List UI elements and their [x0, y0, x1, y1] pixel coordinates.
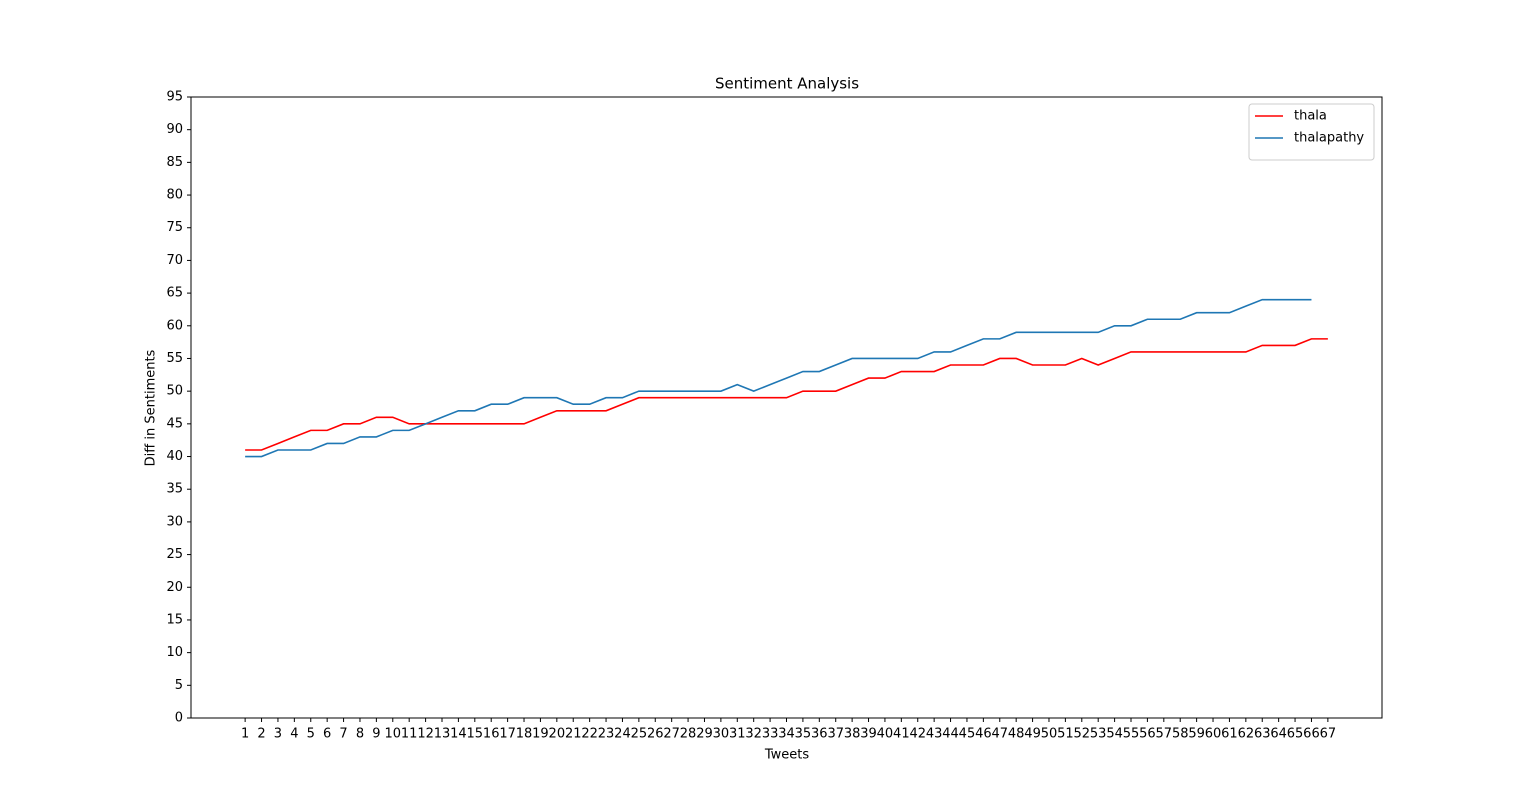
x-tick-label: 23	[598, 727, 615, 742]
x-tick-label: 17	[499, 727, 516, 742]
x-tick-label: 26	[647, 727, 664, 742]
x-tick-label: 3	[274, 727, 282, 742]
legend: thala thalapathy	[1248, 103, 1375, 161]
x-tick-label: 5	[307, 727, 315, 742]
x-tick-label: 48	[1008, 727, 1025, 742]
x-tick-label: 64	[1270, 727, 1287, 742]
y-tick-label: 10	[166, 645, 183, 660]
x-tick-label: 8	[356, 727, 364, 742]
legend-label: thalapathy	[1294, 131, 1364, 146]
x-tick-label: 28	[680, 727, 697, 742]
legend-label: thala	[1294, 109, 1327, 124]
legend-box	[1248, 103, 1375, 161]
y-tick-label: 65	[166, 286, 183, 301]
x-tick-label: 1	[241, 727, 249, 742]
y-tick-label: 35	[166, 482, 183, 497]
x-tick-label: 61	[1221, 727, 1238, 742]
y-tick-label: 80	[166, 188, 183, 203]
y-tick-label: 75	[166, 220, 183, 235]
x-tick-label: 29	[696, 727, 713, 742]
line-series	[245, 338, 1328, 451]
y-tick-label: 40	[166, 449, 183, 464]
x-tick-label: 24	[614, 727, 631, 742]
x-tick-label: 63	[1254, 727, 1271, 742]
x-tick-label: 44	[942, 727, 959, 742]
x-tick-label: 50	[1041, 727, 1058, 742]
x-tick-label: 33	[762, 727, 779, 742]
x-tick-label: 60	[1205, 727, 1222, 742]
x-tick-label: 9	[372, 727, 380, 742]
x-tick-label: 67	[1320, 727, 1337, 742]
x-tick-label: 58	[1172, 727, 1189, 742]
x-tick-label: 39	[860, 727, 877, 742]
x-tick-label: 37	[827, 727, 844, 742]
x-tick-label: 59	[1188, 727, 1205, 742]
y-tick-label: 15	[166, 612, 183, 627]
y-tick-label: 50	[166, 384, 183, 399]
x-tick-label: 16	[483, 727, 500, 742]
x-tick-label: 25	[631, 727, 648, 742]
y-tick-label: 85	[166, 155, 183, 170]
y-tick-label: 30	[166, 514, 183, 529]
y-tick-label: 0	[175, 711, 183, 726]
x-tick-label: 57	[1156, 727, 1173, 742]
x-tick-label: 53	[1090, 727, 1107, 742]
x-tick-label: 34	[778, 727, 795, 742]
x-tick-label: 56	[1139, 727, 1156, 742]
y-tick-label: 20	[166, 580, 183, 595]
y-tick-label: 95	[166, 90, 183, 105]
x-tick-label: 49	[1024, 727, 1041, 742]
x-tick-label: 43	[926, 727, 943, 742]
y-tick-label: 60	[166, 318, 183, 333]
x-tick-label: 32	[745, 727, 762, 742]
x-tick-label: 46	[975, 727, 992, 742]
x-tick-label: 12	[417, 727, 434, 742]
line-series	[245, 298, 1312, 458]
x-tick-label: 2	[257, 727, 265, 742]
y-tick-label: 70	[166, 253, 183, 268]
x-tick-label: 27	[663, 727, 680, 742]
x-tick-label: 52	[1074, 727, 1091, 742]
x-tick-label: 66	[1303, 727, 1320, 742]
x-tick-label: 38	[844, 727, 861, 742]
plot-frame	[190, 96, 1383, 719]
chart-title: Sentiment Analysis	[715, 75, 859, 93]
x-tick-label: 54	[1106, 727, 1123, 742]
x-tick-label: 14	[450, 727, 467, 742]
x-tick-label: 6	[323, 727, 331, 742]
x-tick-label: 20	[549, 727, 566, 742]
x-tick-label: 36	[811, 727, 828, 742]
x-tick-label: 35	[795, 727, 812, 742]
y-tick-label: 45	[166, 416, 183, 431]
x-tick-label: 18	[516, 727, 533, 742]
x-tick-label: 30	[713, 727, 730, 742]
x-tick-label: 55	[1123, 727, 1140, 742]
y-axis-label: Diff in Sentiments	[144, 349, 159, 466]
x-tick-label: 40	[877, 727, 894, 742]
y-tick-label: 55	[166, 351, 183, 366]
x-tick-label: 10	[385, 727, 402, 742]
x-tick-label: 42	[909, 727, 926, 742]
x-tick-label: 51	[1057, 727, 1074, 742]
x-tick-label: 13	[434, 727, 451, 742]
x-tick-label: 47	[991, 727, 1008, 742]
x-tick-label: 15	[467, 727, 484, 742]
x-tick-label: 41	[893, 727, 910, 742]
x-axis-label: Tweets	[764, 748, 810, 763]
x-tick-label: 31	[729, 727, 746, 742]
x-tick-label: 45	[959, 727, 976, 742]
y-tick-label: 5	[175, 678, 183, 693]
y-tick-label: 90	[166, 122, 183, 137]
x-tick-label: 65	[1287, 727, 1304, 742]
y-tick-label: 25	[166, 547, 183, 562]
x-tick-label: 19	[532, 727, 549, 742]
x-tick-label: 21	[565, 727, 582, 742]
x-tick-label: 11	[401, 727, 418, 742]
x-tick-label: 22	[581, 727, 598, 742]
x-tick-label: 4	[290, 727, 298, 742]
x-tick-label: 7	[339, 727, 347, 742]
x-tick-label: 62	[1238, 727, 1255, 742]
